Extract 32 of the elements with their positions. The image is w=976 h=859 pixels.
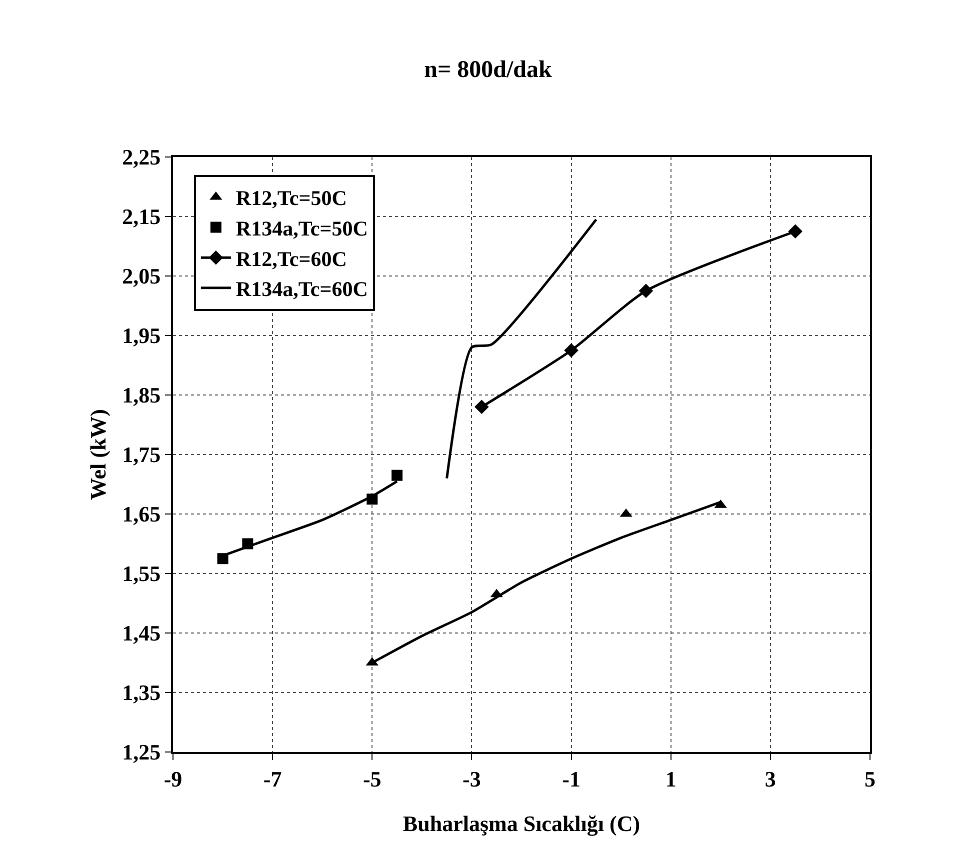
y-tick-label: 1,25 bbox=[122, 740, 161, 765]
y-tick-label: 1,85 bbox=[122, 382, 161, 408]
y-tick-label: 1,55 bbox=[122, 561, 161, 586]
point bbox=[788, 224, 802, 239]
point bbox=[564, 343, 578, 358]
legend-label: R134a,Tc=60C bbox=[236, 277, 368, 302]
x-tick-label: -5 bbox=[362, 766, 382, 792]
x-tick-label: -9 bbox=[164, 766, 182, 792]
y-tick-label: 1,95 bbox=[122, 323, 161, 348]
x-tick-label: 3 bbox=[764, 766, 776, 792]
point bbox=[392, 470, 403, 481]
x-axis-title: Buharlaşma Sıcaklığı (C) bbox=[402, 810, 640, 836]
x-tick-label: 1 bbox=[665, 766, 676, 792]
line-series bbox=[446, 218, 598, 480]
y-tick-label: 1,45 bbox=[122, 620, 161, 646]
x-tick-label: -3 bbox=[462, 766, 481, 792]
x-tick-label: -1 bbox=[562, 766, 580, 792]
legend-label: R12,Tc=50C bbox=[236, 186, 347, 210]
y-tick-label: 1,75 bbox=[122, 442, 161, 468]
y-tick-label: 1,65 bbox=[122, 502, 161, 527]
chart-title: n= 800d/dak bbox=[424, 56, 553, 83]
y-tick-label: 1,35 bbox=[122, 680, 161, 706]
y-tick-label: 2,05 bbox=[122, 264, 161, 289]
y-axis-title: Wel (kW) bbox=[85, 408, 110, 500]
point bbox=[474, 400, 489, 414]
y-tick-label: 2,25 bbox=[122, 144, 161, 170]
legend-label: R12,Tc=60C bbox=[236, 246, 347, 271]
x-tick-label: 5 bbox=[864, 766, 876, 792]
legend-label: R134a,Tc=50C bbox=[236, 216, 368, 240]
point bbox=[638, 284, 654, 298]
x-tick-label: -7 bbox=[263, 766, 282, 792]
y-tick-label: 2,15 bbox=[122, 204, 161, 230]
